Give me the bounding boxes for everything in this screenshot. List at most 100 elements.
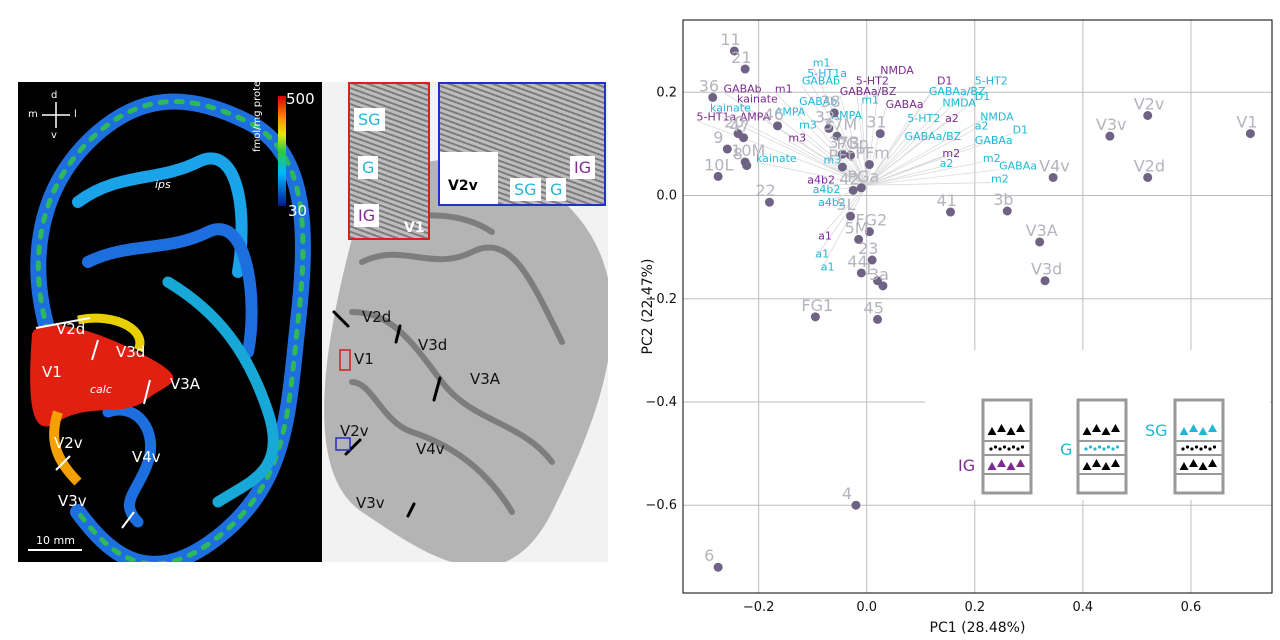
loading-vector [798, 128, 867, 186]
loading-vector [866, 139, 905, 186]
loading-vector [866, 106, 943, 186]
data-point [1040, 276, 1050, 286]
data-point [837, 162, 847, 172]
point-label: PGa [847, 167, 879, 186]
point-label: 10M [731, 141, 765, 160]
point-label: V3A [1026, 221, 1058, 240]
legend-triangle [1179, 427, 1189, 435]
data-point [722, 144, 732, 154]
loading-vector [820, 185, 868, 271]
loading-vector [709, 111, 867, 186]
data-point [713, 171, 723, 181]
loading-vector [866, 129, 975, 186]
point-label: FG2 [855, 211, 887, 230]
inset-blue-v2v: V2v [448, 178, 478, 194]
autoradiograph-image [28, 93, 311, 562]
mid-label-v3a: V3A [470, 370, 501, 388]
data-point [854, 234, 864, 244]
data-point [856, 183, 866, 193]
legend-dot [1102, 447, 1106, 451]
label-v2v: V2v [54, 434, 83, 452]
inset-red-title: V1 [404, 220, 425, 236]
loading-label-sg: GABAa [975, 134, 1013, 147]
legend-label-ig: IG [958, 456, 975, 475]
label-v3v: V3v [58, 492, 87, 510]
loading-vector [807, 183, 867, 186]
loading-vector [788, 141, 867, 186]
data-point [878, 281, 888, 291]
loading-label-ig: GABAa/BZ [840, 85, 897, 98]
legend-triangle [1092, 424, 1101, 432]
point-label: 31 [866, 113, 886, 132]
compass-d: d [51, 90, 58, 101]
legend-triangle [997, 459, 1006, 467]
loading-label-sg: D1 [1013, 124, 1028, 137]
loading-vector [798, 104, 867, 186]
loading-label-sg: m2 [983, 152, 1001, 165]
point-label: V4v [1039, 156, 1070, 175]
legend-triangle [1082, 427, 1092, 435]
loading-label-ig: NMDA [880, 64, 914, 77]
point-label: 1 [864, 260, 874, 279]
legend-triangle [1082, 462, 1092, 470]
plot-frame [682, 19, 1273, 594]
point-label: 9 [713, 128, 723, 147]
x-axis-label: PC1 (28.48%) [930, 620, 1026, 636]
legend-dot [1016, 447, 1020, 451]
x-tick-label: 0.4 [1073, 600, 1094, 615]
data-point [713, 562, 723, 572]
colorbar [278, 96, 286, 206]
legend-triangle [997, 424, 1006, 432]
legend-dot [1011, 445, 1016, 449]
x-tick-label: −0.2 [743, 600, 775, 615]
loading-label-ig: m1 [775, 82, 793, 95]
legend-triangle [1111, 459, 1120, 467]
legend-dot [1194, 445, 1199, 449]
marker-red-box [339, 349, 351, 371]
data-point [851, 500, 861, 510]
legend-dot [1181, 447, 1185, 451]
legend-label-sg: SG [1145, 421, 1168, 440]
loading-label-ig: AMPA [740, 111, 771, 124]
legend-dot [1199, 447, 1203, 451]
legend-dot [1088, 445, 1093, 449]
legend-dot [1106, 445, 1111, 449]
legend-dot [1084, 447, 1088, 451]
loading-label-sg: GABAa/BZ [905, 130, 962, 143]
point-label: 22 [755, 181, 775, 200]
legend-label-g: G [1060, 440, 1072, 459]
compass-l: l [74, 109, 77, 120]
loading-vector [866, 156, 943, 186]
loading-label-sg: a2 [975, 119, 989, 132]
scale-bar-label: 10 mm [36, 534, 75, 547]
mid-label-v3v: V3v [356, 494, 385, 512]
loading-label-sg: AMPA [832, 109, 863, 122]
data-point [824, 123, 834, 133]
autoradiograph-panel: d v m l 500 30 fmol/mg protein 10 mm V2d… [18, 82, 322, 562]
legend-triangle [1189, 424, 1198, 432]
loading-label-sg: a4b2 [813, 183, 841, 196]
legend-triangle [1016, 424, 1025, 432]
histology-panel: V2d V1 V3d V3A V2v V4v V3v SG G IG V1 V2… [322, 82, 608, 562]
loading-label-ig: 5-HT2 [856, 75, 889, 88]
loading-label-sg: m3 [823, 154, 841, 167]
data-point [864, 160, 874, 170]
loading-vector [755, 161, 867, 186]
loading-label-ig: 5-HT1a [697, 111, 737, 124]
loading-vector [839, 94, 868, 186]
y-tick-label: 0.2 [656, 85, 677, 100]
loading-label-sg: m2 [991, 173, 1009, 186]
point-label: 8 [733, 145, 743, 164]
inset-red-ig: IG [354, 204, 380, 227]
point-label: 38 [820, 92, 840, 111]
data-point [846, 211, 856, 221]
point-label: 4 [842, 484, 852, 503]
x-tick-label: 0.6 [1181, 600, 1202, 615]
label-v4v: V4v [132, 448, 161, 466]
data-point [764, 197, 774, 207]
point-label: FG1 [801, 296, 833, 315]
legend-dot [1115, 445, 1120, 449]
legend-triangle [1006, 462, 1016, 470]
histology-image [324, 159, 608, 562]
loading-vector [860, 103, 868, 186]
